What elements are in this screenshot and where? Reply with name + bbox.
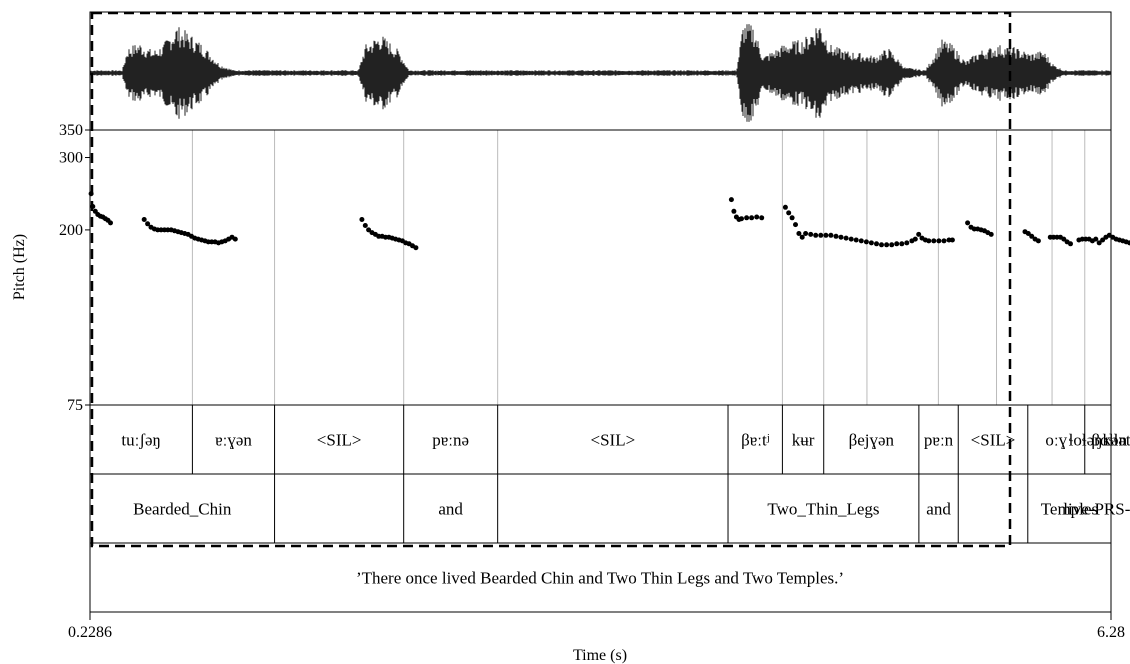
pitch-point xyxy=(749,215,754,220)
tier-phones-label: kʉr xyxy=(792,431,815,450)
pitch-point xyxy=(359,217,364,222)
pitch-point xyxy=(823,233,828,238)
pitch-point xyxy=(874,241,879,246)
tier-words-label: and xyxy=(926,500,951,519)
y-tick-label: 350 xyxy=(59,122,83,139)
pitch-point xyxy=(839,235,844,240)
pitch-point xyxy=(869,240,874,245)
pitch-point xyxy=(108,220,113,225)
pitch-point xyxy=(936,238,941,243)
pitch-point xyxy=(965,220,970,225)
y-axis-title: Pitch (Hz) xyxy=(11,234,28,300)
pitch-point xyxy=(744,215,749,220)
pitch-point xyxy=(790,215,795,220)
pitch-point xyxy=(884,242,889,247)
tier-phones-label: βɐːtʲ xyxy=(741,431,770,450)
pitch-point xyxy=(849,237,854,242)
tier-phones-label: <SIL> xyxy=(590,431,635,450)
tier-phones-label: tuːʃəŋ xyxy=(121,431,161,450)
tier-phones-label: <SIL> xyxy=(317,431,362,450)
selection-box xyxy=(92,13,1010,546)
pitch-point xyxy=(989,232,994,237)
tier-phones-label: ɐːɣən xyxy=(215,431,252,450)
tier-phones-label: βejɣən xyxy=(849,431,895,450)
pitch-point xyxy=(729,197,734,202)
pitch-point xyxy=(1036,238,1041,243)
tier-phones-label: pɐːn xyxy=(924,431,954,450)
annotation-tiers: tuːʃəŋ ɐːɣən <SIL> pɐːnə <SIL> βɐːtʲ kʉr βejɣən… xyxy=(121,405,1130,588)
pitch-point xyxy=(864,239,869,244)
pitch-point xyxy=(142,217,147,222)
pitch-point xyxy=(894,241,899,246)
pitch-point xyxy=(859,238,864,243)
pitch-point xyxy=(793,222,798,227)
pitch-point xyxy=(731,209,736,214)
pitch-point xyxy=(413,245,418,250)
pitch-point xyxy=(803,231,808,236)
pitch-point xyxy=(800,235,805,240)
pitch-point xyxy=(808,232,813,237)
waveform-trace xyxy=(90,24,1111,122)
pitch-point xyxy=(1068,241,1073,246)
pitch-point xyxy=(834,234,839,239)
tier-words-label: and xyxy=(438,500,463,519)
pitch-point xyxy=(854,238,859,243)
pitch-point xyxy=(899,241,904,246)
pitch-point xyxy=(759,215,764,220)
y-tick-label: 300 xyxy=(59,150,83,167)
tier-phones-label: pɐːnə xyxy=(432,431,469,450)
tier-words-label: Bearded_Chin xyxy=(133,500,232,519)
pitch-point xyxy=(879,242,884,247)
pitch-point xyxy=(754,215,759,220)
tier-words-label: live-PRS-3PL xyxy=(1063,500,1130,519)
y-tick-label: 200 xyxy=(59,222,83,239)
tier-phones-label: oːɣ xyxy=(1045,431,1067,450)
pitch-point xyxy=(818,233,823,238)
pitch-point xyxy=(926,238,931,243)
pitch-panel: 350 300 200 75 xyxy=(59,122,1130,414)
pitch-point xyxy=(786,210,791,215)
y-tick-label: 75 xyxy=(67,397,83,414)
x-axis-title: Time (s) xyxy=(573,647,627,664)
pitch-point xyxy=(739,216,744,221)
tier-translation-label: ’There once lived Bearded Chin and Two T… xyxy=(356,569,844,588)
pitch-point xyxy=(233,237,238,242)
pitch-point xyxy=(1093,237,1098,242)
tier-phones-label: <SIL> xyxy=(971,431,1016,450)
pitch-point xyxy=(813,233,818,238)
pitch-point xyxy=(913,237,918,242)
x-axis-end-label: 6.28 xyxy=(1097,624,1125,641)
pitch-point xyxy=(783,205,788,210)
x-axis-start-label: 0.2286 xyxy=(68,624,112,641)
pitch-point xyxy=(942,238,947,243)
pitch-point xyxy=(904,240,909,245)
pitch-point xyxy=(950,238,955,243)
tier-words-label: Two_Thin_Legs xyxy=(767,500,879,519)
pitch-point xyxy=(363,223,368,228)
waveform-panel xyxy=(90,24,1111,122)
pitch-point xyxy=(828,233,833,238)
pitch-point xyxy=(931,238,936,243)
pitch-point xyxy=(844,236,849,241)
pitch-point xyxy=(889,242,894,247)
